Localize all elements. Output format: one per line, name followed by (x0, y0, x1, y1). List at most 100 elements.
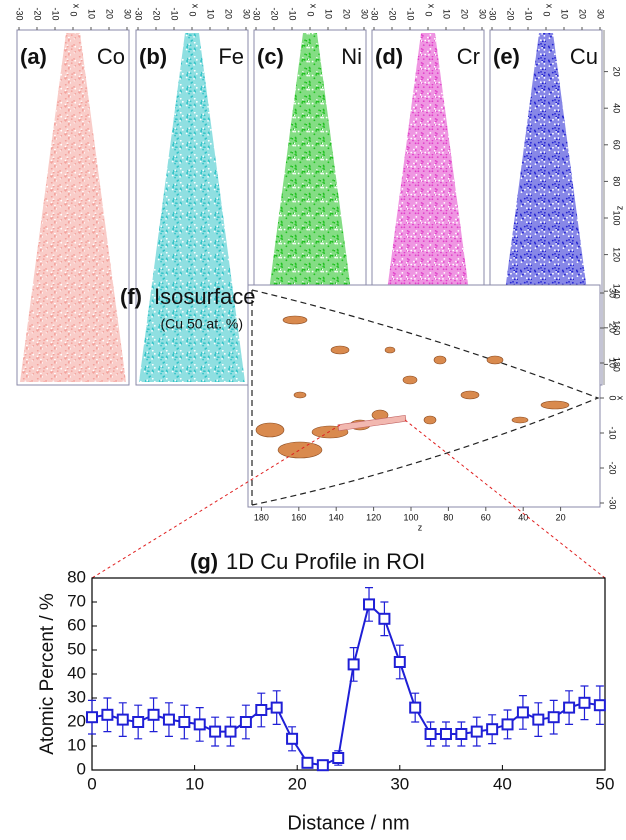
x-tick-label: -10 (608, 426, 618, 439)
data-point (147, 708, 160, 721)
z-tick-label: 160 (612, 320, 622, 335)
x-axis-label: x (545, 4, 555, 9)
x-tick-label: 30 (390, 774, 409, 793)
x-tick-label: -10 (51, 7, 61, 20)
data-point (316, 759, 329, 772)
y-tick-label: 30 (67, 687, 86, 706)
data-point (516, 706, 529, 719)
profile-line (91, 602, 601, 767)
x-tick-label: 10 (442, 9, 452, 19)
iso-title: Isosurface (154, 284, 256, 309)
x-tick-label: -30 (252, 7, 262, 20)
y-tick-label: 0 (77, 759, 86, 778)
data-point (347, 658, 360, 671)
x-tick-label: 10 (560, 9, 570, 19)
data-point (563, 701, 576, 714)
x-tick-label: 30 (360, 9, 370, 19)
element-label: Ni (341, 44, 362, 69)
element-label: Cu (570, 44, 598, 69)
z-tick-label: 60 (481, 512, 491, 522)
z-tick-label: 100 (403, 512, 418, 522)
x-tick-label: 0 (69, 11, 79, 16)
atom-cloud (139, 33, 245, 382)
data-point (455, 728, 468, 740)
y-tick-label: 10 (67, 735, 86, 754)
data-point (301, 756, 314, 769)
data-point (224, 725, 237, 738)
data-point (393, 656, 406, 668)
x-tick-label: -30 (488, 7, 498, 20)
panel-label: (b) (139, 44, 167, 69)
plot-frame (91, 577, 606, 771)
z-tick-label: 140 (329, 512, 344, 522)
y-tick-label: 20 (67, 711, 86, 730)
data-point (286, 732, 299, 745)
x-tick-label: -20 (33, 7, 43, 20)
z-tick-label: 120 (612, 247, 622, 262)
x-tick-label: 10 (206, 9, 216, 19)
x-tick-label: 50 (596, 774, 615, 793)
z-tick-label: 180 (612, 357, 622, 372)
y-tick-label: 60 (67, 615, 86, 634)
y-tick-label: 50 (67, 639, 86, 658)
data-point (162, 713, 175, 726)
data-point (193, 718, 206, 731)
data-point (255, 704, 268, 716)
roi (337, 414, 407, 432)
y-tick-label: 70 (67, 591, 86, 610)
atom-cloud (20, 33, 126, 382)
element-label: Fe (218, 44, 244, 69)
tip-outline (251, 289, 600, 506)
x-tick-label: 30 (478, 9, 488, 19)
x-tick-label: 20 (578, 9, 588, 19)
x-tick-label: 10 (185, 774, 204, 793)
x-tick-label: -10 (524, 7, 534, 20)
x-tick-label: 0 (188, 11, 198, 16)
data-point (378, 612, 391, 625)
x-tick-label: -20 (152, 7, 162, 20)
data-point (439, 728, 452, 740)
x-tick-label: 0 (424, 11, 434, 16)
x-tick-label: -10 (288, 7, 298, 20)
roi-guides (91, 419, 606, 579)
data-point (547, 711, 560, 724)
data-point (486, 723, 499, 736)
x-tick-label: -20 (506, 7, 516, 20)
z-tick-label: 40 (612, 103, 622, 113)
iso-subtitle: (Cu 50 at. %) (161, 316, 243, 332)
z-tick-label: 160 (291, 512, 306, 522)
z-tick-label: 180 (254, 512, 269, 522)
data-point (501, 718, 514, 731)
x-tick-label: 10 (87, 9, 97, 19)
data-point (101, 708, 114, 721)
x-tick-label: 20 (288, 774, 307, 793)
x-tick-label: -30 (370, 7, 380, 20)
z-tick-label: 120 (366, 512, 381, 522)
data-point (332, 752, 345, 764)
x-tick-label: 20 (608, 323, 618, 333)
x-tick-label: -10 (406, 7, 416, 20)
x-tick-label: 0 (608, 395, 618, 400)
x-axis-label: x (72, 4, 82, 9)
x-axis-label: Distance / nm (287, 812, 409, 834)
panel-label: (g) (190, 549, 218, 574)
z-tick-label: 60 (612, 140, 622, 150)
x-tick-label: 10 (608, 358, 618, 368)
data-point (178, 716, 191, 728)
isosurface-panel: (f) Isosurface (Cu 50 at. %) 180 160 140 120 10… (120, 284, 626, 533)
data-point (270, 701, 283, 714)
data-point (470, 725, 483, 738)
data-point (363, 598, 376, 611)
z-axis-label: z (616, 206, 626, 211)
x-tick-label: -30 (608, 496, 618, 509)
x-tick-label: 0 (306, 11, 316, 16)
chart-title: 1D Cu Profile in ROI (226, 549, 425, 574)
x-tick-label: 30 (596, 9, 606, 19)
z-tick-label: 80 (443, 512, 453, 522)
x-tick-label: 30 (608, 288, 618, 298)
panel-label: (d) (375, 44, 403, 69)
data-point (116, 713, 129, 726)
x-axis-label: x (191, 4, 201, 9)
x-tick-label: 30 (123, 9, 133, 19)
data-point (239, 716, 252, 728)
